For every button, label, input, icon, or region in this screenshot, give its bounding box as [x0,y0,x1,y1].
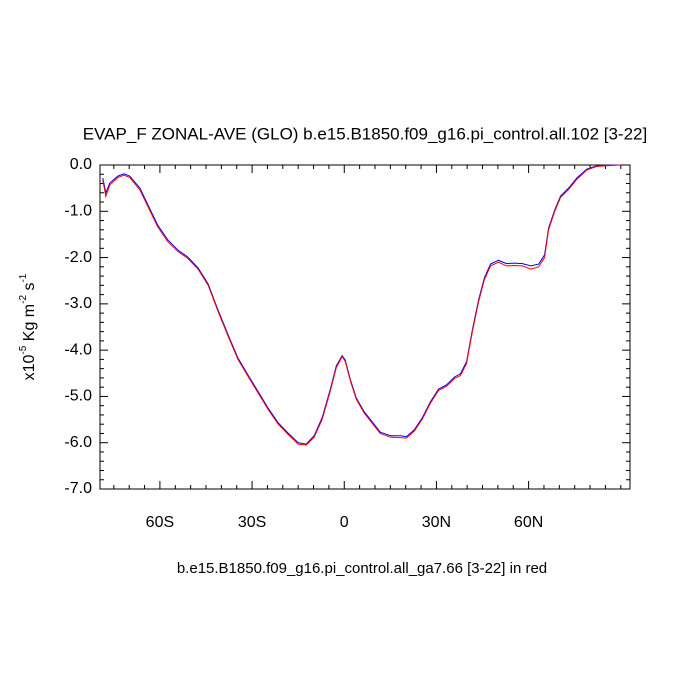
y-tick-label: -1.0 [64,203,92,220]
x-tick-label: 0 [340,514,349,531]
y-tick-label: -2.0 [64,249,92,266]
y-label-sup: -2 [18,295,29,304]
chart-title: EVAP_F ZONAL-AVE (GLO) b.e15.B1850.f09_g… [83,124,647,143]
y-tick-label: -3.0 [64,295,92,312]
y-label-part: Kg m [21,304,38,346]
x-tick-label: 30N [422,514,451,531]
data-line [102,164,621,445]
x-tick-label: 60N [514,514,543,531]
y-label-sup: -1 [18,273,29,282]
y-axis-label: x10-5 Kg m-2 s-1 [18,273,39,380]
y-tick-label: -7.0 [64,480,92,497]
x-tick-label: 30S [238,514,266,531]
y-tick-label: -4.0 [64,341,92,358]
y-tick-label: 0.0 [70,156,92,173]
y-tick-label: -5.0 [64,388,92,405]
x-axis-label: b.e15.B1850.f09_g16.pi_control.all_ga7.6… [177,560,547,577]
y-tick-label: -6.0 [64,434,92,451]
y-label-part: s [21,283,38,295]
data-line [102,164,621,446]
y-label-sup: -5 [18,345,29,354]
x-tick-label: 60S [146,514,174,531]
plot-frame [99,164,631,490]
y-label-part: x10 [21,354,38,380]
